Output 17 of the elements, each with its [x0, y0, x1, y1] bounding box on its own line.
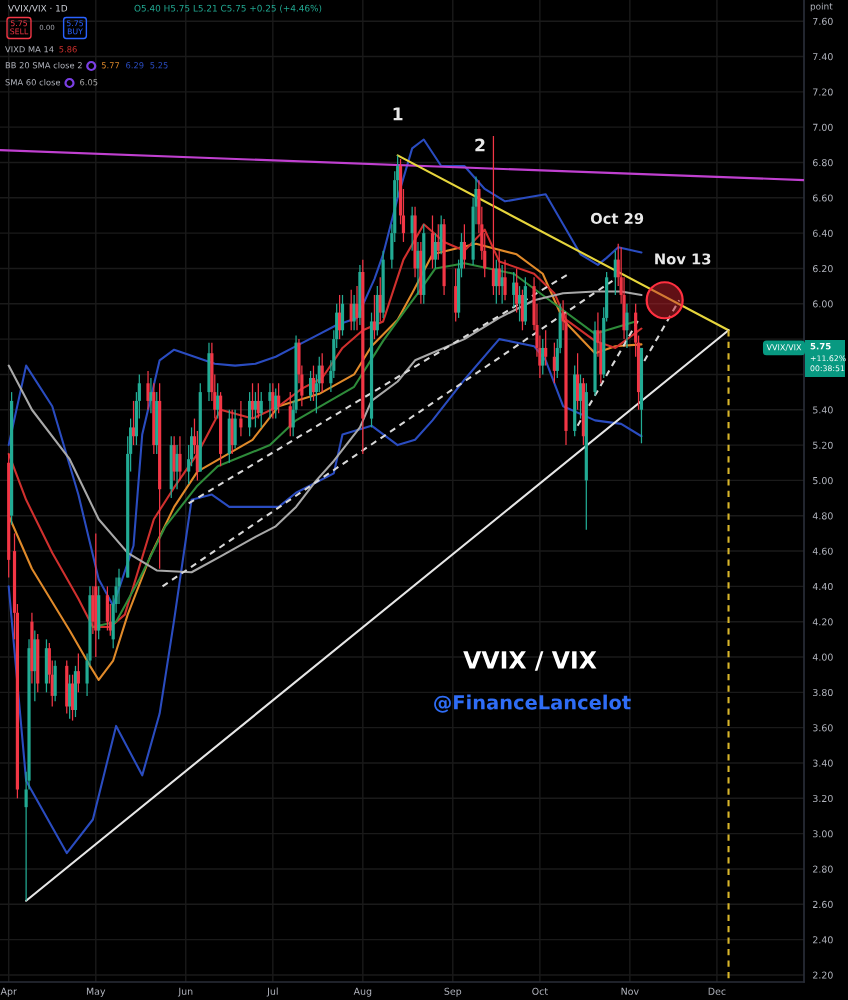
- candlestick: [544, 329, 548, 367]
- candlestick: [169, 435, 173, 499]
- candlestick: [227, 409, 231, 464]
- candlestick: [340, 294, 345, 337]
- annotation: 2: [475, 138, 485, 152]
- line-series: [7, 223, 643, 629]
- candlestick: [349, 289, 353, 331]
- line-series: [7, 138, 643, 607]
- candlestick: [105, 585, 109, 632]
- candlestick: [430, 214, 435, 270]
- candlestick: [552, 342, 556, 384]
- annotation: @FinanceLancelot: [434, 694, 631, 713]
- candlestick: [97, 585, 101, 640]
- candlestick: [239, 400, 243, 437]
- annotation: VVIX / VIX: [463, 651, 597, 671]
- candlestick: [613, 250, 617, 296]
- annotation: 1: [393, 107, 403, 121]
